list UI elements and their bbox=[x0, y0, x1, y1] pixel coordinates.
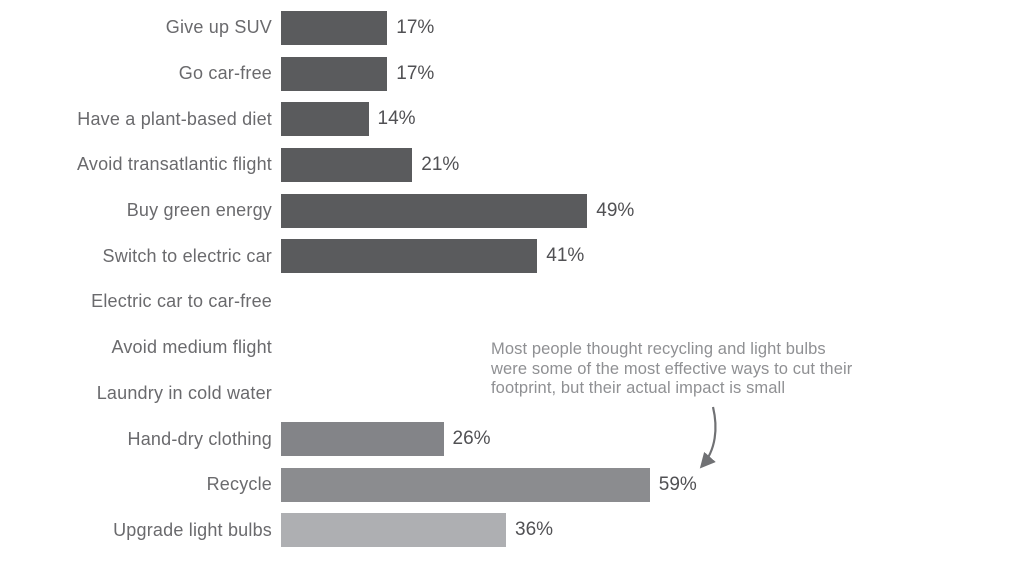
category-label: Avoid transatlantic flight bbox=[77, 154, 272, 175]
value-label: 17% bbox=[396, 16, 435, 38]
value-label: 26% bbox=[452, 428, 491, 450]
chart-row: Hand-dry clothing 26% bbox=[0, 416, 1024, 462]
chart-row: Buy green energy 49% bbox=[0, 188, 1024, 234]
bar bbox=[281, 147, 413, 182]
category-label: Go car-free bbox=[178, 63, 272, 84]
annotation-line: were some of the most effective ways to … bbox=[491, 359, 853, 378]
bar bbox=[281, 467, 650, 502]
chart-row: Electric car to car-free bbox=[0, 279, 1024, 325]
bar bbox=[281, 239, 538, 274]
chart-row: Upgrade light bulbs 36% bbox=[0, 508, 1024, 554]
bar bbox=[281, 56, 388, 91]
value-label: 17% bbox=[396, 62, 435, 84]
value-label: 49% bbox=[596, 199, 635, 221]
category-label: Hand-dry clothing bbox=[127, 428, 272, 449]
value-label: 36% bbox=[515, 519, 554, 541]
annotation-line: footprint, but their actual impact is sm… bbox=[491, 379, 786, 397]
chart-row: Go car-free 17% bbox=[0, 51, 1024, 97]
annotation-line: Most people thought recycling and light … bbox=[491, 340, 826, 358]
value-label: 21% bbox=[421, 153, 460, 175]
chart-row: Avoid medium flight bbox=[0, 325, 1024, 371]
category-label: Switch to electric car bbox=[102, 245, 272, 266]
category-label: Avoid medium flight bbox=[111, 337, 272, 358]
category-label: Electric car to car-free bbox=[91, 291, 272, 312]
chart-row: Give up SUV 17% bbox=[0, 5, 1024, 51]
bar bbox=[281, 10, 388, 45]
value-label: 14% bbox=[377, 108, 416, 130]
chart-row: Avoid transatlantic flight 21% bbox=[0, 142, 1024, 188]
chart-row: Switch to electric car 41% bbox=[0, 233, 1024, 279]
value-label: 41% bbox=[546, 245, 585, 267]
bar bbox=[281, 422, 444, 457]
category-label: Have a plant-based diet bbox=[77, 108, 272, 129]
value-label: 59% bbox=[658, 473, 697, 495]
annotation-text: Most people thought recycling and light … bbox=[491, 340, 961, 399]
category-label: Give up SUV bbox=[165, 17, 272, 38]
category-label: Buy green energy bbox=[126, 200, 272, 221]
chart-row: Laundry in cold water bbox=[0, 371, 1024, 417]
chart-row: Recycle 59% bbox=[0, 462, 1024, 508]
bar bbox=[281, 102, 369, 137]
bar bbox=[281, 513, 506, 548]
category-label: Laundry in cold water bbox=[96, 382, 272, 403]
bar bbox=[281, 193, 588, 228]
category-label: Recycle bbox=[206, 474, 272, 495]
category-label: Upgrade light bulbs bbox=[113, 519, 272, 540]
chart-row: Have a plant-based diet 14% bbox=[0, 96, 1024, 142]
